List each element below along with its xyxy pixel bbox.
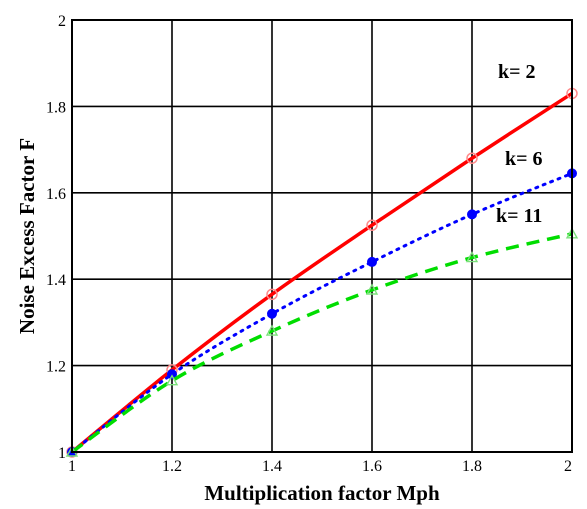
x-tick-label: 1.8 xyxy=(462,458,482,475)
series-label-k11: k= 11 xyxy=(496,205,542,227)
data-point xyxy=(466,152,478,164)
y-tick-label: 1 xyxy=(58,445,66,462)
data-point xyxy=(467,209,477,220)
x-tick-label: 1.2 xyxy=(162,458,182,475)
series-label-k6: k= 6 xyxy=(505,148,543,170)
data-point xyxy=(267,308,277,319)
y-tick-label: 2 xyxy=(58,13,66,30)
x-tick-label: 1 xyxy=(68,458,76,475)
x-tick-label: 1.6 xyxy=(362,458,382,475)
data-point xyxy=(366,219,378,231)
series-line xyxy=(70,171,574,454)
data-point xyxy=(265,324,279,336)
y-tick-label: 1.2 xyxy=(46,359,66,376)
data-point xyxy=(367,256,377,267)
series-line xyxy=(70,232,573,454)
x-axis-title: Multiplication factor Mph xyxy=(204,481,440,505)
y-tick-label: 1.6 xyxy=(46,186,66,203)
y-tick-label: 1.8 xyxy=(46,99,66,116)
series-label-k2: k= 2 xyxy=(498,61,536,83)
grid xyxy=(71,19,573,453)
data-point xyxy=(365,283,379,295)
y-axis-title: Noise Excess Factor F xyxy=(15,138,39,334)
data-point xyxy=(266,288,278,301)
ticks: 1 1.2 1.4 1.6 1.8 2 1 1.2 1.4 1.6 1.8 2 xyxy=(46,13,572,475)
series-line xyxy=(70,91,573,454)
data-point xyxy=(465,251,479,263)
x-tick-label: 2 xyxy=(564,458,572,475)
data-point xyxy=(167,369,177,380)
data-point xyxy=(165,374,179,386)
x-tick-label: 1.4 xyxy=(262,458,282,475)
series-layer xyxy=(65,87,579,458)
plot-frame xyxy=(71,19,573,453)
y-tick-label: 1.4 xyxy=(46,272,66,289)
